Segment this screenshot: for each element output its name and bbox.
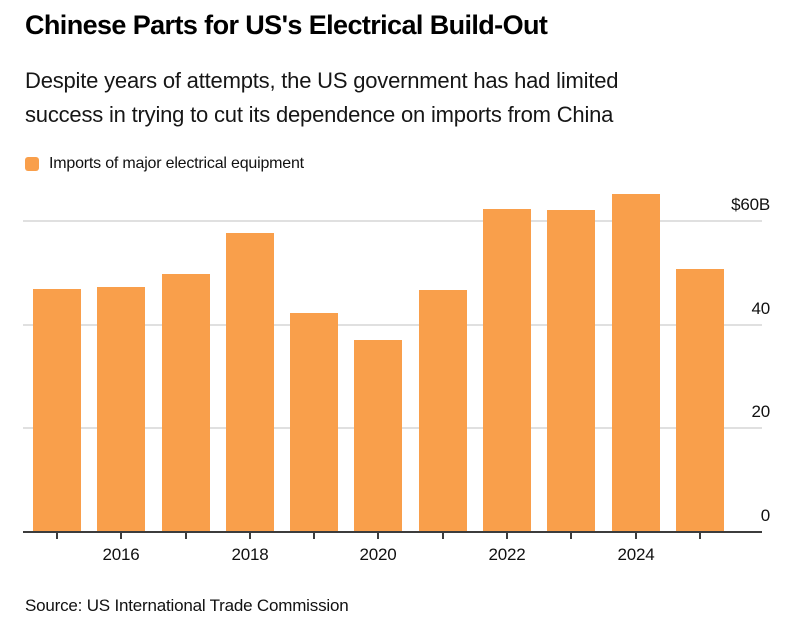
- chart-subtitle-line-1: Despite years of attempts, the US govern…: [25, 68, 619, 93]
- x-axis-tick: [377, 533, 379, 539]
- bar: [483, 209, 531, 532]
- x-axis-tick: [56, 533, 58, 539]
- x-axis-label: 2020: [359, 545, 397, 564]
- x-axis-tick: [313, 533, 315, 539]
- x-axis-tick: [570, 533, 572, 539]
- x-axis-tick: [185, 533, 187, 539]
- bar: [97, 287, 145, 532]
- bar: [419, 290, 467, 532]
- source-text: Source: US International Trade Commissio…: [25, 596, 349, 615]
- legend-label: Imports of major electrical equipment: [49, 155, 304, 172]
- legend-swatch-icon: [25, 157, 39, 171]
- x-axis-label: 2022: [488, 545, 526, 564]
- chart-subtitle-line-2: success in trying to cut its dependence …: [25, 102, 614, 127]
- x-axis-label: 2024: [617, 545, 655, 564]
- x-axis-tick: [699, 533, 701, 539]
- x-axis-tick: [506, 533, 508, 539]
- x-axis-tick: [635, 533, 637, 539]
- bar: [162, 274, 210, 532]
- chart-legend: Imports of major electrical equipment: [25, 155, 304, 173]
- bar: [547, 210, 595, 532]
- grid-line: [23, 323, 762, 326]
- x-axis-tick: [120, 533, 122, 539]
- y-axis-label: $60B: [731, 195, 770, 214]
- bar: [676, 269, 724, 532]
- bar: [226, 233, 274, 532]
- bar: [290, 313, 338, 532]
- y-axis-label: 20: [751, 402, 770, 422]
- y-axis-label: 0: [760, 506, 770, 525]
- bar: [354, 340, 402, 532]
- y-axis-label: 40: [751, 298, 770, 318]
- page-title: Chinese Parts for US's Electrical Build-…: [25, 10, 548, 40]
- x-axis-tick: [442, 533, 444, 539]
- x-axis-label: 2018: [231, 545, 269, 564]
- chart-subtitle: Despite years of attempts, the US govern…: [25, 64, 790, 132]
- bar: [33, 289, 81, 532]
- x-axis-label: 2016: [102, 545, 140, 564]
- grid-line: [23, 220, 762, 222]
- x-axis-line: [23, 531, 762, 533]
- bar: [612, 194, 660, 532]
- x-axis-tick: [249, 533, 251, 539]
